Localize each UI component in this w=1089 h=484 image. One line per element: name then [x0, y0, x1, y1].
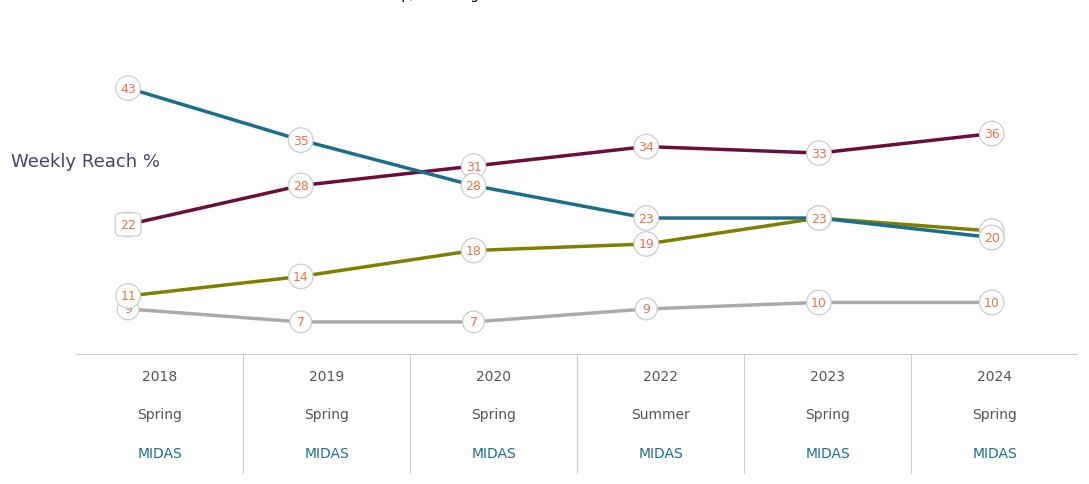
Text: MIDAS: MIDAS [304, 446, 350, 460]
Text: 34: 34 [638, 141, 654, 154]
Text: 11: 11 [120, 290, 136, 303]
Text: 9: 9 [124, 303, 132, 316]
Text: 31: 31 [466, 160, 481, 173]
Text: 2020: 2020 [476, 369, 511, 383]
Text: Spring: Spring [304, 408, 350, 422]
Text: 10: 10 [983, 296, 1000, 309]
Text: 35: 35 [293, 134, 308, 147]
Text: 2024: 2024 [977, 369, 1012, 383]
Text: 23: 23 [638, 212, 654, 225]
Text: 2023: 2023 [810, 369, 845, 383]
Text: 43: 43 [120, 82, 136, 95]
Text: MIDAS: MIDAS [137, 446, 182, 460]
Text: MIDAS: MIDAS [972, 446, 1017, 460]
Text: 19: 19 [638, 238, 654, 251]
Text: 14: 14 [293, 271, 308, 283]
Text: 7: 7 [469, 316, 478, 329]
Text: MIDAS: MIDAS [638, 446, 683, 460]
Text: Spring: Spring [805, 408, 851, 422]
Text: 2019: 2019 [309, 369, 344, 383]
Text: 20: 20 [983, 231, 1000, 244]
Text: 36: 36 [983, 128, 1000, 141]
Text: 28: 28 [293, 180, 308, 193]
Text: Spring: Spring [137, 408, 182, 422]
Text: 22: 22 [120, 219, 136, 231]
Text: 23: 23 [811, 212, 827, 225]
Text: 21: 21 [983, 225, 1000, 238]
Text: 7: 7 [297, 316, 305, 329]
Text: 2022: 2022 [644, 369, 678, 383]
Text: Weekly Reach %: Weekly Reach % [11, 153, 160, 171]
Text: MIDAS: MIDAS [805, 446, 851, 460]
Legend: Catch up/Listen Again, On Demand Music, Podcasts, Owned Music: Catch up/Listen Again, On Demand Music, … [310, 0, 923, 7]
Text: 18: 18 [466, 244, 481, 257]
Text: Spring: Spring [472, 408, 516, 422]
Text: 10: 10 [811, 296, 827, 309]
Text: 23: 23 [811, 212, 827, 225]
Text: Spring: Spring [972, 408, 1017, 422]
Text: 9: 9 [643, 303, 650, 316]
Text: Summer: Summer [632, 408, 690, 422]
Text: 22: 22 [120, 219, 136, 231]
Text: 33: 33 [811, 147, 827, 160]
Text: MIDAS: MIDAS [472, 446, 516, 460]
Text: 28: 28 [466, 180, 481, 193]
Text: 2018: 2018 [142, 369, 178, 383]
